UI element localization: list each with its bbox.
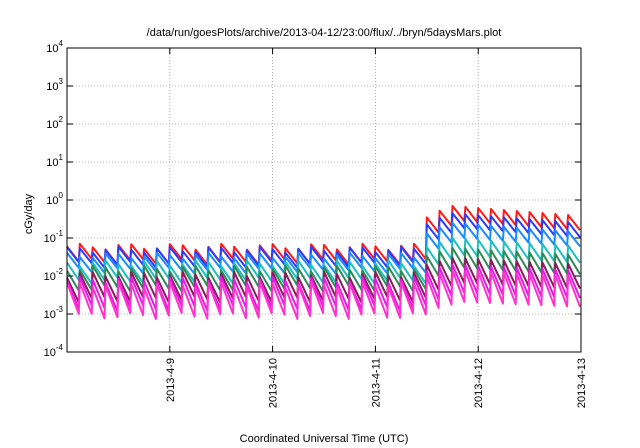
y-tick-label: 10-1 [44,229,64,245]
chart-title: /data/run/goesPlots/archive/2013-04-12/2… [147,27,502,39]
x-axis-label: Coordinated Universal Time (UTC) [240,433,409,445]
series-line-8 [66,269,581,320]
data-series-group [66,204,581,320]
y-tick-label: 103 [46,77,63,93]
x-tick-label: 2013-4-10 [268,358,280,408]
y-axis-label: cGy/day [23,193,35,234]
y-tick-label: 10-2 [44,267,64,283]
x-tick-label: 2013-4-9 [165,358,177,402]
y-tick-label: 10-3 [44,305,64,321]
x-tick-label: 2013-4-13 [576,358,588,408]
y-tick-label: 104 [46,39,63,55]
y-tick-label: 10-4 [44,343,64,359]
x-tick-label: 2013-4-11 [370,358,382,407]
x-tick-label: 2013-4-12 [473,358,485,408]
y-tick-label: 100 [46,191,63,207]
y-tick-group: 104 103 102 101 100 10-1 10-2 10-3 10-4 [44,39,581,359]
y-tick-label: 101 [46,153,63,169]
x-tick-group: 2013-4-9 2013-4-10 2013-4-11 2013-4-12 2013-… [165,48,588,408]
y-tick-label: 102 [46,115,63,131]
